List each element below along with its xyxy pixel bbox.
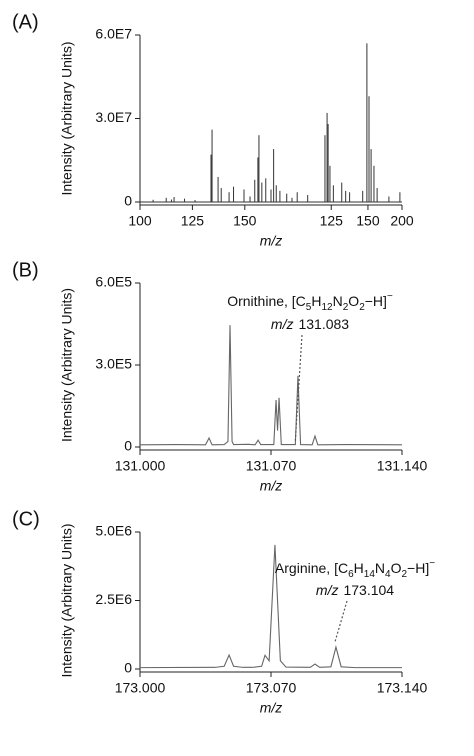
formula-part: N [333,293,343,309]
annotation-mz: m/z 131.083 [271,316,349,332]
formula-part: 2 [401,569,407,580]
x-tick-label: 131.000 [115,458,166,474]
panel-label: (C) [12,508,40,530]
formula-part: − [387,291,393,302]
annotation-label: Arginine, [C6H14N4O2−H]− [275,558,435,580]
x-tick-label: 200 [390,213,414,229]
annotation-leader [294,334,303,441]
formula-part: H [311,293,321,309]
annotation-mz: m/z 173.104 [316,582,394,598]
formula-part: 4 [385,569,391,580]
mz-label: m/z [271,316,294,332]
formula-part: 2 [343,302,349,313]
y-tick-label: 3.0E7 [95,109,132,125]
y-tick-label: 0 [124,438,132,454]
x-axis-label: m/z [260,700,283,716]
panel-label: (B) [12,259,39,281]
y-axis-label: Intensity (Arbitrary Units) [59,288,75,442]
formula-part: O [391,560,402,576]
y-axis-label: Intensity (Arbitrary Units) [59,41,75,195]
y-tick-label: 3.0E5 [95,356,132,372]
spectrum-line [139,544,402,669]
x-tick-label: 100 [128,213,152,229]
panel-label: (A) [12,11,39,33]
x-tick-label: 173.070 [246,680,297,696]
annotation-name: Arginine, [275,560,334,576]
formula-part: 5 [306,302,312,313]
x-tick-label: 131.140 [377,458,428,474]
x-axis-label: m/z [260,233,283,249]
x-tick-label: 131.070 [246,458,297,474]
formula-part: −H] [407,560,429,576]
x-tick-label: 173.000 [115,680,166,696]
formula-part: 12 [321,302,333,313]
x-axis-label: m/z [260,478,283,494]
formula-part: 2 [359,302,365,313]
annotation-leader [334,600,348,644]
y-tick-label: 5.0E6 [95,523,132,539]
y-tick-label: 0 [124,660,132,676]
formula-part: [C [334,560,348,576]
formula-part: O [348,293,359,309]
annotation-name: Ornithine, [227,293,292,309]
formula-part: 6 [348,569,354,580]
formula-part: − [429,558,435,569]
formula-part: N [375,560,385,576]
x-tick-label: 150 [233,213,257,229]
x-tick-label: 150 [356,213,380,229]
annotation-label: Ornithine, [C5H12N2O2−H]− [227,291,393,313]
formula-part: [C [292,293,306,309]
x-tick-label: 173.140 [377,680,428,696]
formula-part: 14 [364,569,376,580]
formula-part: −H] [365,293,387,309]
y-tick-label: 6.0E7 [95,26,132,42]
y-tick-label: 2.5E6 [95,591,132,607]
x-tick-label: 125 [181,213,205,229]
x-tick-label: 125 [320,213,344,229]
formula-part: H [354,560,364,576]
y-tick-label: 0 [124,193,132,209]
mz-value: 173.104 [343,582,394,598]
mz-value: 131.083 [298,316,349,332]
y-axis-label: Intensity (Arbitrary Units) [59,523,75,677]
spectrum-line [139,325,403,446]
y-tick-label: 6.0E5 [95,274,132,290]
mz-label: m/z [316,582,339,598]
